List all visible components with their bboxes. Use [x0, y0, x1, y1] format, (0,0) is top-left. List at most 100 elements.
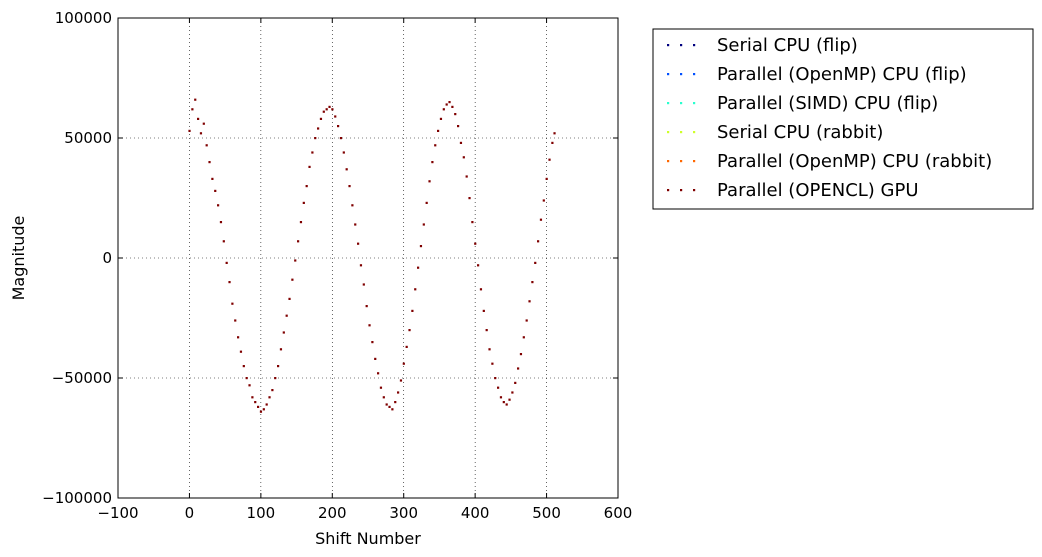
- data-point: [199, 132, 203, 135]
- x-tick-label: 400: [461, 504, 490, 522]
- data-point: [374, 357, 377, 360]
- data-point: [402, 362, 405, 365]
- y-tick-label: 0: [102, 249, 112, 267]
- data-point: [277, 365, 280, 368]
- data-point: [471, 221, 474, 224]
- data-point: [405, 345, 408, 348]
- data-point: [439, 117, 443, 120]
- data-point: [391, 408, 394, 411]
- legend-marker: [693, 160, 696, 163]
- data-point: [497, 386, 500, 389]
- data-point: [517, 367, 520, 370]
- data-point: [508, 398, 511, 401]
- legend-item: Parallel (SIMD) CPU (flip): [667, 93, 938, 114]
- data-point: [194, 98, 197, 101]
- data-point: [414, 288, 417, 291]
- data-point: [511, 391, 514, 394]
- data-point: [342, 151, 345, 154]
- y-axis-label: Magnitude: [9, 216, 28, 301]
- data-point: [219, 221, 223, 224]
- data-point: [308, 165, 311, 168]
- data-point: [291, 278, 294, 281]
- legend-label: Serial CPU (rabbit): [717, 122, 883, 143]
- data-point: [268, 396, 271, 399]
- data-point: [465, 175, 468, 178]
- legend-marker: [667, 102, 670, 105]
- data-point: [197, 117, 200, 120]
- data-point: [328, 105, 331, 108]
- data-point: [191, 108, 194, 111]
- legend: Serial CPU (flip) Parallel (OpenMP) CPU (…: [652, 28, 1034, 210]
- data-point: [434, 144, 437, 147]
- data-point: [211, 177, 214, 180]
- data-point: [217, 204, 220, 207]
- legend-label: Parallel (OpenMP) CPU (flip): [717, 64, 967, 85]
- data-point: [279, 348, 283, 351]
- x-tick-label: 500: [532, 504, 561, 522]
- data-point: [545, 177, 548, 180]
- data-point: [205, 144, 208, 147]
- data-point: [499, 396, 503, 399]
- axis-ticks: [117, 17, 619, 499]
- data-point: [288, 297, 291, 300]
- data-point: [537, 240, 540, 243]
- x-axis-label: Shift Number: [315, 529, 421, 548]
- data-point: [474, 242, 477, 245]
- data-point: [553, 132, 556, 135]
- legend-marker: [667, 131, 670, 134]
- legend-label: Parallel (SIMD) CPU (flip): [717, 93, 938, 114]
- legend-marker: [667, 44, 670, 47]
- data-point: [302, 201, 305, 204]
- legend-marker: [680, 131, 683, 134]
- data-point: [251, 396, 254, 399]
- data-point: [362, 283, 365, 286]
- data-point: [348, 185, 351, 188]
- legend-label: Parallel (OPENCL) GPU: [717, 180, 919, 201]
- data-point: [331, 108, 334, 111]
- data-point: [505, 403, 508, 406]
- data-point: [534, 261, 537, 264]
- data-point: [437, 129, 440, 132]
- data-point: [417, 266, 420, 269]
- data-point: [494, 377, 497, 380]
- data-point: [525, 319, 528, 322]
- data-point: [239, 350, 243, 353]
- data-point: [248, 384, 251, 387]
- x-tick-label: −100: [97, 504, 138, 522]
- data-point: [237, 336, 240, 339]
- data-point: [285, 314, 288, 317]
- x-tick-label: 0: [185, 504, 195, 522]
- data-point: [322, 110, 325, 113]
- legend-marker: [667, 73, 670, 76]
- data-point: [282, 331, 285, 334]
- data-point: [477, 264, 480, 267]
- data-point: [368, 324, 371, 327]
- y-tick-label: −100000: [42, 489, 112, 507]
- data-point: [542, 199, 545, 202]
- data-point: [271, 389, 274, 392]
- data-point: [457, 125, 460, 128]
- data-point: [468, 197, 471, 200]
- data-point: [399, 379, 403, 382]
- data-point: [522, 336, 525, 339]
- data-point: [445, 103, 448, 106]
- data-point: [242, 365, 245, 368]
- legend-marker: [693, 73, 696, 76]
- data-point: [422, 223, 425, 226]
- data-point: [428, 180, 431, 183]
- data-point: [188, 129, 191, 132]
- x-tick-label: 600: [604, 504, 633, 522]
- data-point: [488, 348, 491, 351]
- legend-item: Parallel (OpenMP) CPU (rabbit): [667, 151, 992, 172]
- data-point: [319, 117, 323, 120]
- data-point: [202, 122, 205, 125]
- legend-marker: [667, 189, 670, 192]
- data-point: [379, 386, 383, 389]
- data-point: [228, 281, 231, 284]
- data-point: [245, 377, 248, 380]
- legend-marker: [680, 102, 683, 105]
- legend-marker: [680, 160, 683, 163]
- data-point: [462, 156, 465, 159]
- legend-marker: [667, 160, 670, 163]
